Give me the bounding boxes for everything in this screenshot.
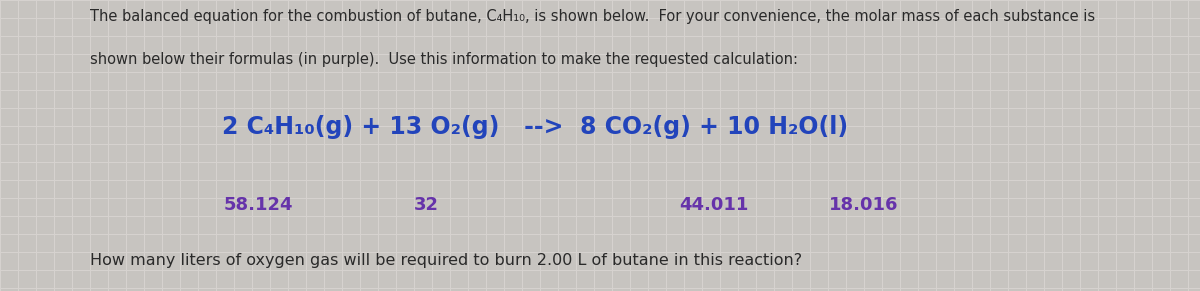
Text: 18.016: 18.016: [829, 196, 899, 214]
Text: 2 C₄H₁₀(g) + 13 O₂(g)   -->  8 CO₂(g) + 10 H₂O(l): 2 C₄H₁₀(g) + 13 O₂(g) --> 8 CO₂(g) + 10 …: [222, 115, 848, 139]
Text: 32: 32: [414, 196, 438, 214]
Text: shown below their formulas (in purple).  Use this information to make the reques: shown below their formulas (in purple). …: [90, 52, 798, 68]
Text: 44.011: 44.011: [679, 196, 749, 214]
Text: How many liters of oxygen gas will be required to burn 2.00 L of butane in this : How many liters of oxygen gas will be re…: [90, 253, 802, 268]
Text: 58.124: 58.124: [223, 196, 293, 214]
Text: The balanced equation for the combustion of butane, C₄H₁₀, is shown below.  For : The balanced equation for the combustion…: [90, 9, 1096, 24]
